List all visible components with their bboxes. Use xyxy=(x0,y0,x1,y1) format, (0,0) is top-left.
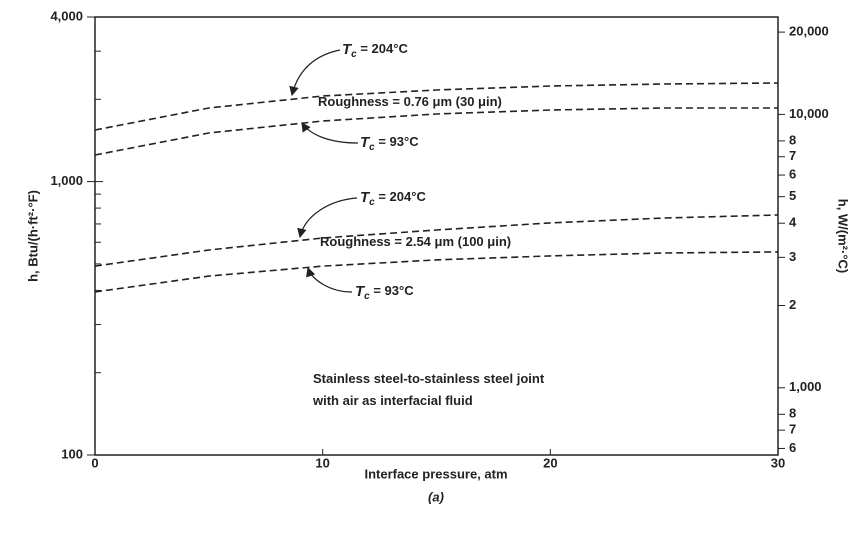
data-line xyxy=(94,251,779,293)
annotation-text: with air as interfacial fluid xyxy=(312,393,473,408)
annotation-text: Roughness = 2.54 μm (100 μin) xyxy=(320,234,511,249)
y2-tick-label: 20,000 xyxy=(789,24,829,39)
x-axis-label: Interface pressure, atm xyxy=(364,466,507,481)
annotation-subscript: c xyxy=(369,197,375,208)
x-tick-label: 20 xyxy=(543,455,557,470)
annotation-subscript: c xyxy=(351,49,357,60)
y2-tick-label: 6 xyxy=(789,440,796,455)
annotation-text: = 93°C xyxy=(375,134,419,149)
annotation-variable: T xyxy=(360,189,371,206)
y2-tick-label: 1,000 xyxy=(789,379,822,394)
y2-axis-label: h, W/(m²·°C) xyxy=(836,199,851,274)
plot-frame xyxy=(94,16,779,456)
y-axis-label: h, Btu/(h·ft²·°F) xyxy=(25,190,40,282)
y2-tick-label: 5 xyxy=(789,188,796,203)
annotation: Tc = 204°C xyxy=(360,189,426,208)
annotation: Roughness = 0.76 μm (30 μin) xyxy=(318,94,502,109)
y2-tick-label: 7 xyxy=(789,148,796,163)
arrow xyxy=(306,266,353,293)
annotation-text: = 204°C xyxy=(357,41,409,56)
annotation: Stainless steel-to-stainless steel joint xyxy=(313,371,545,386)
data-line xyxy=(94,107,778,156)
arrow xyxy=(301,122,359,144)
annotation-variable: T xyxy=(342,41,353,58)
y2-tick-label: 8 xyxy=(789,132,796,147)
y2-tick-label: 3 xyxy=(789,249,796,264)
x-tick-label: 10 xyxy=(315,455,329,470)
y2-tick-label: 2 xyxy=(789,297,796,312)
annotation: Tc = 93°C xyxy=(355,283,414,302)
annotation: Tc = 93°C xyxy=(360,134,419,153)
y-tick-label: 4,000 xyxy=(50,8,83,23)
y2-tick-label: 8 xyxy=(789,406,796,421)
caption: (a) xyxy=(428,489,444,504)
x-tick-label: 0 xyxy=(91,455,98,470)
y-tick-label: 1,000 xyxy=(50,173,83,188)
annotation-subscript: c xyxy=(369,142,375,153)
y2-tick-label: 4 xyxy=(789,215,797,230)
data-line xyxy=(94,82,779,131)
annotation: Tc = 204°C xyxy=(342,41,408,60)
annotation-subscript: c xyxy=(364,291,370,302)
annotation-variable: T xyxy=(360,134,371,151)
arrow xyxy=(289,49,341,97)
annotation-text: = 204°C xyxy=(375,189,427,204)
annotation-text: Stainless steel-to-stainless steel joint xyxy=(313,371,545,386)
arrow xyxy=(297,197,358,239)
y2-tick-label: 7 xyxy=(789,422,796,437)
y2-tick-label: 6 xyxy=(789,166,796,181)
annotation: with air as interfacial fluid xyxy=(312,393,473,408)
annotation-text: Roughness = 0.76 μm (30 μin) xyxy=(318,94,502,109)
y-tick-label: 100 xyxy=(61,446,83,461)
annotation-text: = 93°C xyxy=(370,283,414,298)
arrows xyxy=(289,49,359,293)
annotation-variable: T xyxy=(355,283,366,300)
y2-tick-label: 10,000 xyxy=(789,106,829,121)
data-line xyxy=(94,214,779,267)
annotation: Roughness = 2.54 μm (100 μin) xyxy=(320,234,511,249)
x-tick-label: 30 xyxy=(771,455,785,470)
